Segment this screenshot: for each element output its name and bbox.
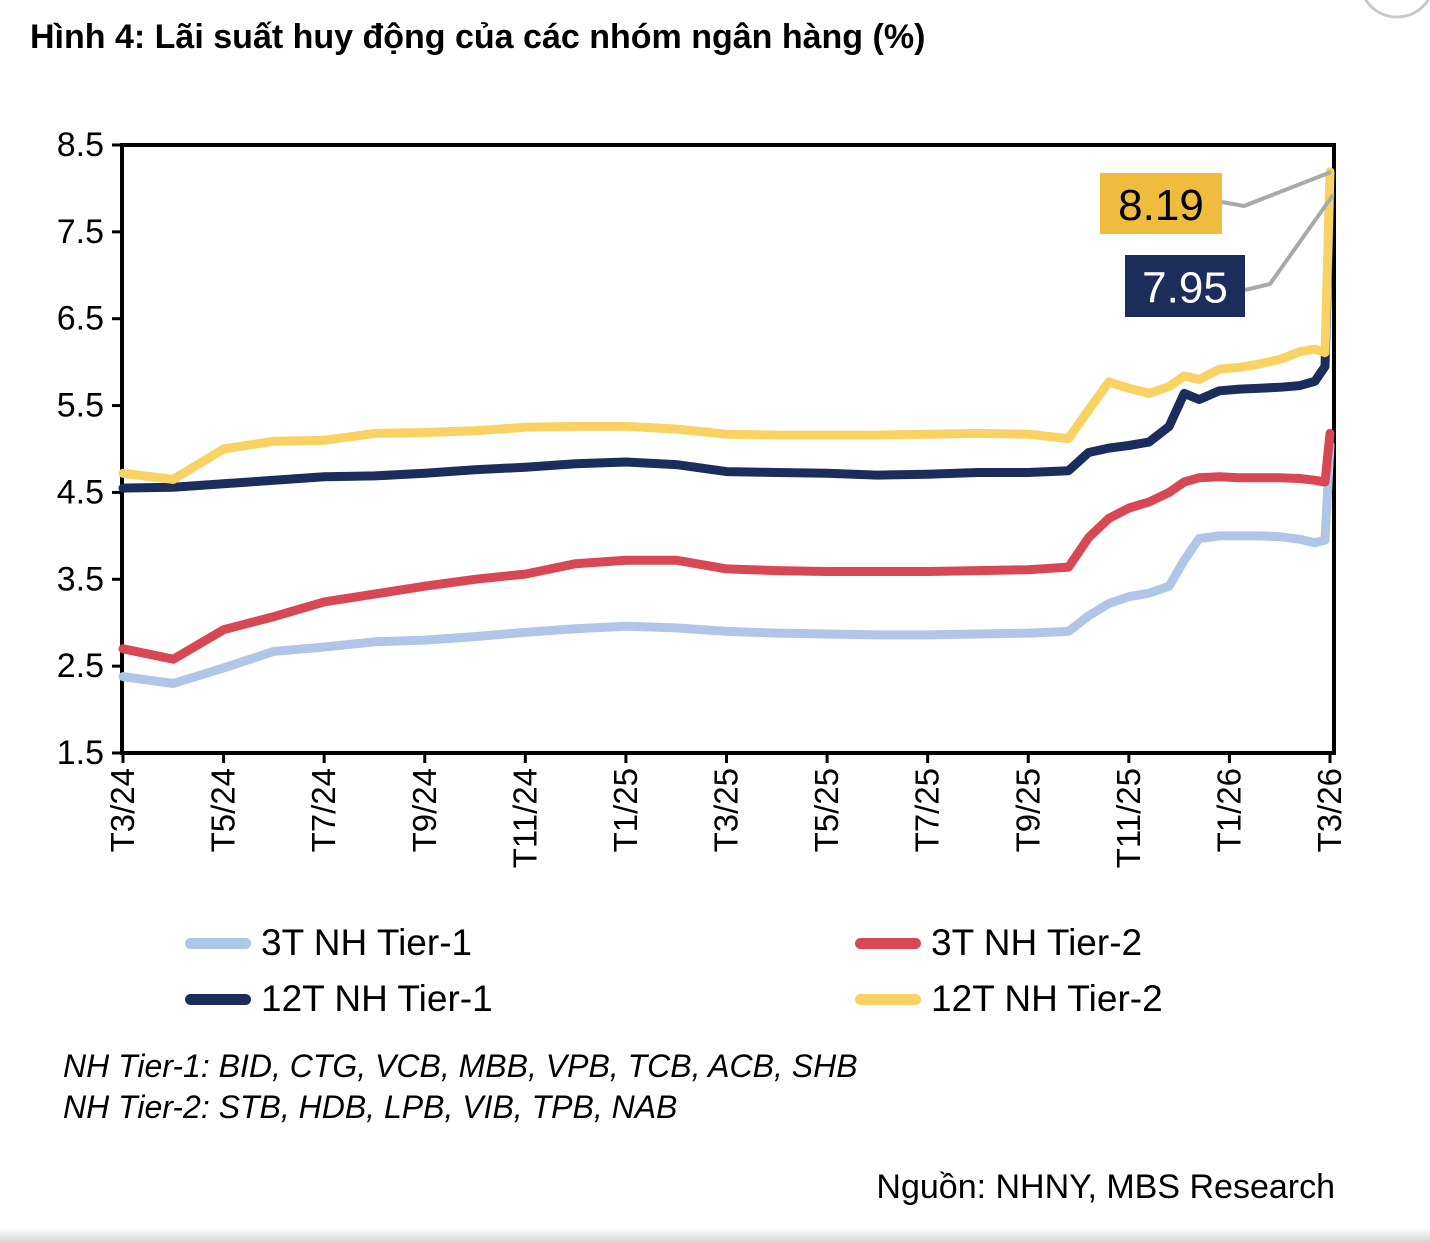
footnote-tier2: NH Tier-2: STB, HDB, LPB, VIB, TPB, NAB <box>63 1089 678 1125</box>
plot-border <box>120 143 1336 755</box>
annotation-leader-line <box>1221 170 1332 208</box>
x-axis-tick-label: T7/25 <box>909 768 946 852</box>
x-axis-tick-label: T11/24 <box>506 768 543 868</box>
page-corner-circle <box>1364 0 1430 19</box>
y-axis-tick-label: 4.5 <box>57 473 104 511</box>
x-axis-tick-label: T3/25 <box>708 768 745 852</box>
legend-label-12t-tier1: 12T NH Tier-1 <box>261 978 493 1019</box>
page-bottom-shadow <box>0 1228 1430 1242</box>
legend-item-3t-tier2: 3T NH Tier-2 <box>855 922 1385 964</box>
x-axis-tick-label: T5/24 <box>205 768 242 852</box>
x-axis-tick-label: T7/24 <box>305 768 342 852</box>
legend-label-3t-tier2: 3T NH Tier-2 <box>931 922 1143 963</box>
legend-item-12t-tier2: 12T NH Tier-2 <box>855 978 1385 1020</box>
annotation-value: 8.19 <box>1118 181 1204 230</box>
page-title: Hình 4: Lãi suất huy động của các nhóm n… <box>30 18 926 56</box>
x-axis-tick-label: T9/24 <box>406 768 443 852</box>
x-axis-tick-label: T1/25 <box>607 768 644 852</box>
legend: 3T NH Tier-1 3T NH Tier-2 12T NH Tier-1 … <box>185 922 1385 1020</box>
series-line-3t-nh-tier-1 <box>118 440 1335 688</box>
legend-swatch-12t-tier1-icon <box>185 993 251 1005</box>
x-axis-tick-label: T11/25 <box>1110 768 1147 868</box>
y-axis-tick-label: 7.5 <box>57 213 104 251</box>
source-note: Nguồn: NHNY, MBS Research <box>876 1168 1335 1206</box>
footnotes: NH Tier-1: BID, CTG, VCB, MBB, VPB, TCB,… <box>63 1046 858 1128</box>
y-axis-tick-label: 5.5 <box>57 387 104 425</box>
legend-label-12t-tier2: 12T NH Tier-2 <box>931 978 1163 1019</box>
series-line-12t-nh-tier-2 <box>118 167 1335 484</box>
annotation-leader-line <box>1244 193 1335 292</box>
x-axis-tick-label: T3/24 <box>104 768 141 852</box>
legend-item-3t-tier1: 3T NH Tier-1 <box>185 922 855 964</box>
series-line-12t-nh-tier-1 <box>118 188 1335 493</box>
series-line-3t-nh-tier-2 <box>118 428 1335 664</box>
legend-swatch-12t-tier2-icon <box>855 993 921 1005</box>
y-axis-tick-label: 3.5 <box>57 560 104 598</box>
annotation-box <box>1125 255 1245 317</box>
x-axis-tick-label: T1/26 <box>1210 768 1247 852</box>
y-axis-tick-label: 6.5 <box>57 300 104 338</box>
x-axis-tick-label: T5/25 <box>808 768 845 852</box>
x-axis-tick-label: T3/26 <box>1311 768 1348 852</box>
x-axis-tick-label: T9/25 <box>1009 768 1046 852</box>
legend-swatch-3t-tier1-icon <box>185 937 251 949</box>
footnote-tier1: NH Tier-1: BID, CTG, VCB, MBB, VPB, TCB,… <box>63 1048 858 1084</box>
annotation-box <box>1100 173 1222 234</box>
legend-swatch-3t-tier2-icon <box>855 937 921 949</box>
y-axis-tick-label: 1.5 <box>57 734 104 772</box>
y-axis-tick-label: 8.5 <box>57 126 104 164</box>
legend-label-3t-tier1: 3T NH Tier-1 <box>261 922 473 963</box>
legend-item-12t-tier1: 12T NH Tier-1 <box>185 978 855 1020</box>
y-axis-tick-label: 2.5 <box>57 647 104 685</box>
annotation-value: 7.95 <box>1142 264 1228 313</box>
